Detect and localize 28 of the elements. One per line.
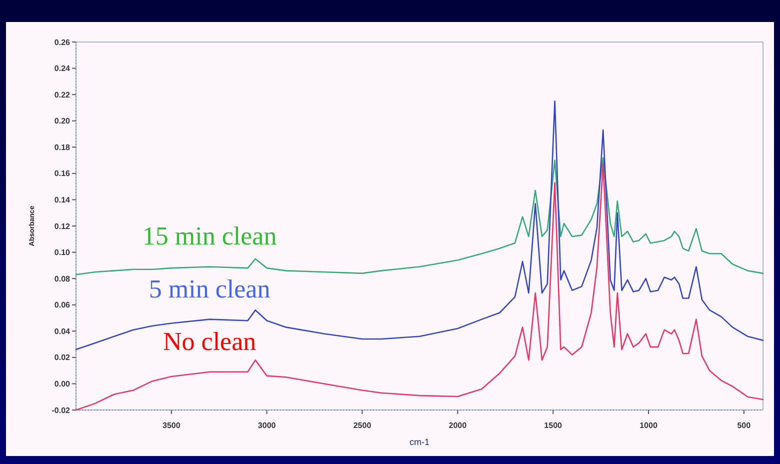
y-tick-label: 0.26 bbox=[54, 38, 71, 47]
line-series bbox=[75, 157, 764, 276]
y-tick-label: -0.02 bbox=[52, 406, 71, 415]
x-tick-label: 3000 bbox=[258, 421, 276, 430]
y-tick-label: 0.02 bbox=[54, 353, 71, 362]
y-tick-label: 0.24 bbox=[54, 64, 71, 74]
x-tick-label: 500 bbox=[737, 421, 752, 430]
y-tick-label: 0.06 bbox=[54, 300, 71, 310]
x-tick-label: 2500 bbox=[353, 421, 372, 430]
y-tick-label: 0.18 bbox=[54, 142, 71, 152]
x-axis-title: cm-1 bbox=[410, 437, 430, 447]
line-series bbox=[75, 100, 764, 350]
y-tick-label: 0.08 bbox=[54, 274, 71, 284]
x-tick-label: 3500 bbox=[162, 421, 181, 430]
series-label: No clean bbox=[163, 326, 256, 356]
y-tick-label: 0.00 bbox=[54, 380, 71, 389]
x-tick-label: 1000 bbox=[640, 421, 658, 430]
y-tick-label: 0.10 bbox=[54, 248, 71, 258]
y-tick-label: 0.14 bbox=[54, 196, 71, 205]
x-tick-label: 2000 bbox=[448, 421, 468, 430]
y-tick-label: 0.22 bbox=[54, 90, 71, 100]
x-tick-label: 1500 bbox=[544, 421, 563, 430]
series-label: 5 min clean bbox=[148, 274, 270, 304]
y-tick-label: 0.12 bbox=[54, 222, 71, 231]
y-tick-label: 0.16 bbox=[54, 169, 71, 178]
series-label: 15 min clean bbox=[142, 222, 277, 251]
y-tick-label: 0.20 bbox=[54, 116, 71, 126]
y-tick-label: 0.04 bbox=[54, 326, 71, 336]
